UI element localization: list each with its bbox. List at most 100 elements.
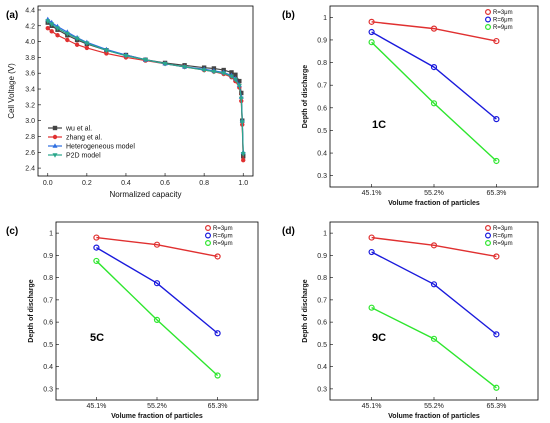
data-point [93, 244, 100, 251]
y-tick-label: 0.8 [317, 275, 327, 282]
data-point [368, 28, 375, 36]
data-point [153, 241, 161, 248]
panel-label: (a) [6, 10, 18, 21]
data-point [430, 100, 438, 107]
data-point [493, 37, 500, 45]
y-tick-label: 0.5 [317, 342, 327, 349]
legend-marker [485, 240, 492, 247]
x-tick-label: 45.1% [362, 403, 382, 410]
y-tick-label: 0.3 [317, 386, 327, 393]
series-r-3-m [93, 234, 221, 260]
y-tick-label: 2.6 [25, 150, 35, 157]
y-tick-label: 0.7 [317, 297, 327, 304]
series-line [96, 246, 219, 334]
data-point [104, 51, 109, 56]
series-line [95, 260, 219, 377]
y-tick-label: 0.8 [317, 60, 327, 67]
data-point [103, 48, 109, 54]
series-line [371, 307, 497, 389]
x-tick-label: 55.2% [147, 403, 167, 410]
y-tick-label: 1 [49, 231, 53, 238]
y-tick-label: 0.6 [317, 105, 327, 112]
legend-marker [52, 143, 58, 148]
legend-entry: zhang et al. [48, 135, 102, 142]
y-tick-label: 4.0 [25, 39, 35, 46]
y-tick-label: 0.3 [317, 173, 327, 180]
series-p2d-model [45, 19, 246, 157]
panel-a: 0.0 0.2 0.4 0.6 0.8 1.0 2.4 2.6 2.8 3.0 3.2 3.4 3.6 3… [6, 5, 254, 199]
data-point [236, 84, 242, 89]
legend-label: R=9μm [213, 241, 233, 247]
y-tick-label: 0.6 [317, 320, 327, 327]
x-tick-label: 55.2% [424, 403, 444, 410]
data-point [153, 280, 161, 287]
panel-d: 45.1% 55.2% 65.3% 0.3 0.4 0.5 0.6 0.7 0.8 0.9 1 Vol… [282, 221, 539, 420]
data-point [143, 57, 148, 63]
y-axis-label: Depth of discharge [302, 279, 309, 343]
series-r-9-m [368, 39, 500, 165]
series-r-3-m [368, 234, 500, 260]
data-point [74, 42, 80, 47]
series-zhang-et-al- [45, 25, 246, 163]
series-line [371, 21, 497, 42]
data-point [65, 37, 70, 43]
y-tick-label: 0.9 [43, 253, 53, 260]
series-line [371, 251, 497, 335]
series-line [96, 236, 218, 258]
legend-label: R=3μm [213, 226, 233, 232]
data-point [368, 248, 375, 256]
x-tick-label: 0.4 [121, 180, 131, 187]
legend-box [482, 7, 536, 32]
y-tick-label: 0.6 [43, 320, 53, 327]
plot-frame [329, 221, 539, 401]
y-tick-label: 0.5 [43, 342, 53, 349]
data-point [45, 25, 50, 31]
data-point [430, 63, 438, 71]
data-point [182, 65, 188, 70]
legend-marker [485, 225, 492, 232]
data-point [45, 19, 51, 24]
legend-marker [485, 16, 492, 23]
x-tick-label: 0.6 [160, 180, 170, 187]
y-tick-label: 3.4 [25, 87, 35, 94]
legend-marker [485, 24, 492, 31]
legend-entry: R=9μm [485, 24, 513, 31]
data-point [430, 335, 438, 342]
y-tick-label: 0.8 [43, 275, 53, 282]
series-r-9-m [93, 257, 221, 379]
data-point [368, 39, 375, 46]
panel-c: 45.1% 55.2% 65.3% 0.3 0.4 0.5 0.6 0.7 0.8 0.9 1 Vol… [6, 221, 259, 420]
series-r-9-m [368, 304, 500, 391]
x-tick-label: 45.1% [362, 190, 382, 197]
data-point [493, 384, 500, 391]
c-rate-annotation: 5C [90, 332, 104, 344]
data-point [241, 157, 246, 163]
y-tick-label: 0.4 [43, 364, 53, 371]
legend-box [202, 223, 256, 248]
plot-frame [329, 5, 539, 188]
legend-entry: P2D model [48, 153, 101, 160]
data-point [239, 120, 245, 126]
y-tick-label: 4.4 [25, 7, 35, 14]
legend-label: R=6μm [493, 18, 513, 24]
data-point [493, 253, 500, 260]
data-point [368, 234, 375, 241]
x-tick-label: 65.3% [486, 190, 506, 197]
y-tick-label: 0.3 [43, 386, 53, 393]
legend-label: R=3μm [493, 226, 513, 232]
x-tick-label: 45.1% [86, 403, 106, 410]
legend-marker [205, 240, 212, 247]
data-point [153, 316, 161, 323]
legend-label: R=9μm [493, 25, 513, 31]
data-point [229, 74, 234, 80]
data-point [74, 36, 80, 42]
y-tick-label: 0.5 [317, 128, 327, 135]
y-tick-label: 3.8 [25, 55, 35, 62]
legend-label: Heterogeneous model [66, 144, 135, 151]
x-axis-label: Volume fraction of particles [388, 200, 480, 207]
legend-entry: R=3μm [485, 9, 513, 16]
data-point [123, 54, 129, 59]
legend-label: wu et al. [65, 126, 92, 133]
legend-entry: Heterogeneous model [48, 143, 135, 151]
